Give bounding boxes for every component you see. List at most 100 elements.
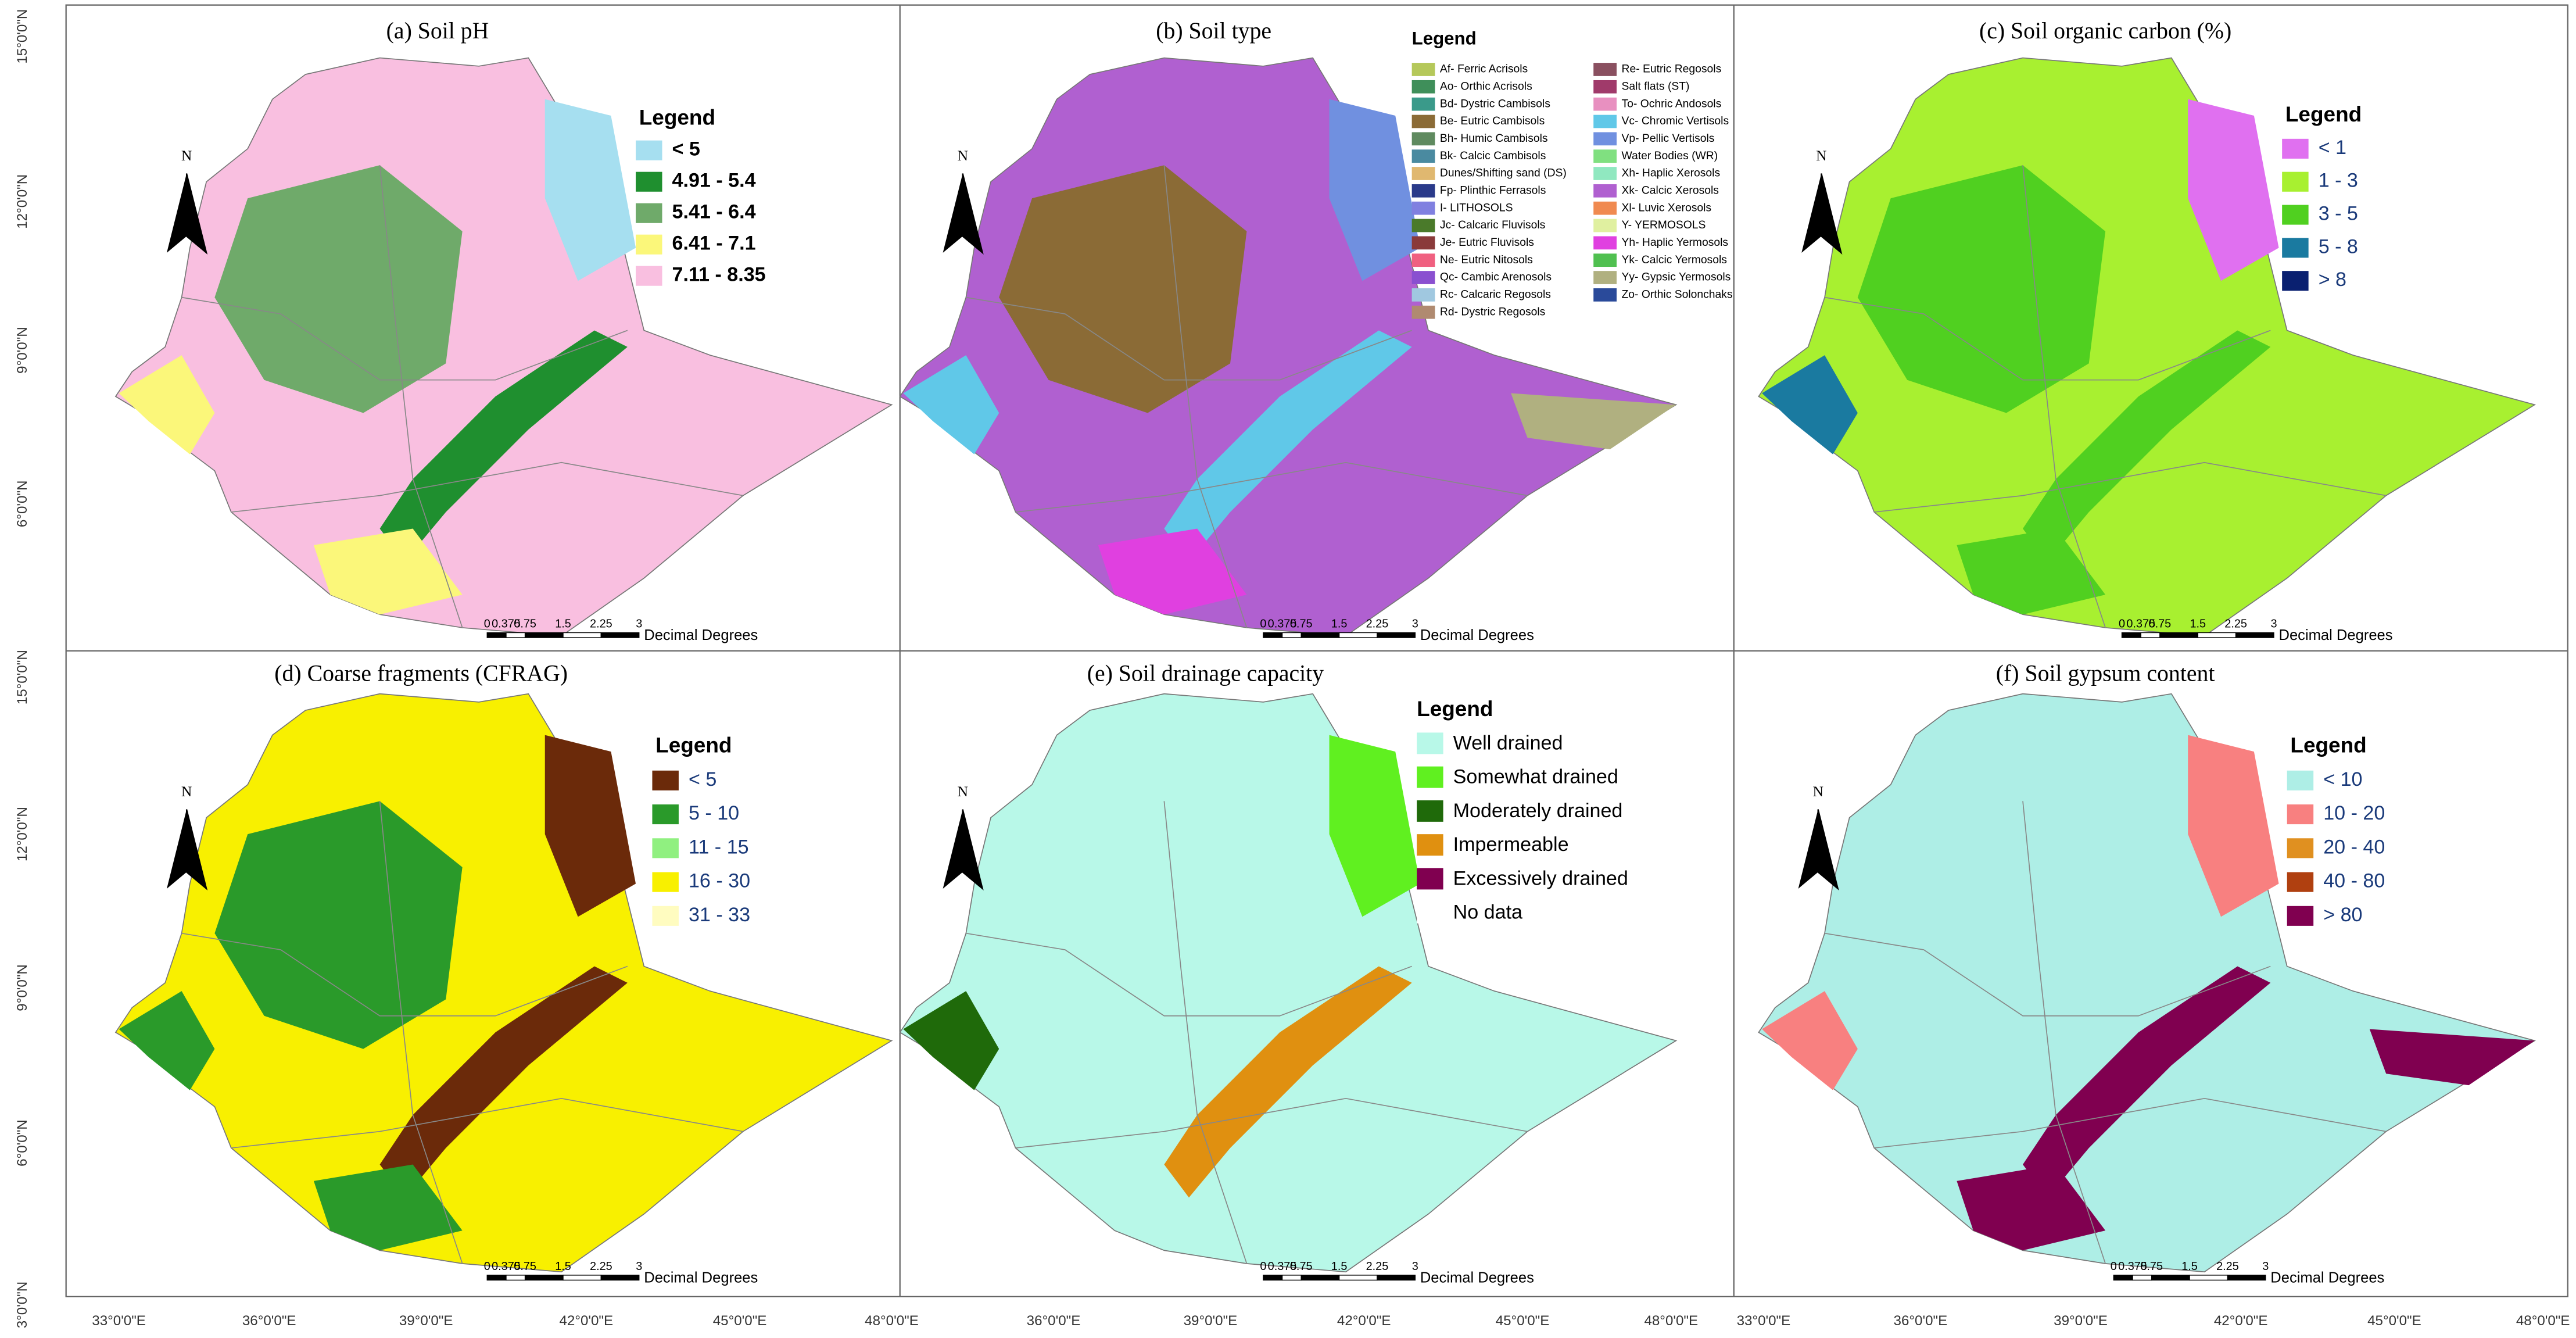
legend-label: Water Bodies (WR) <box>1622 150 1718 162</box>
legend-swatch <box>652 838 679 858</box>
legend-swatch <box>1593 253 1617 267</box>
legend-swatch <box>1411 115 1435 128</box>
legend-label: Xl- Luvic Xerosols <box>1622 202 1712 214</box>
scale-segment <box>486 632 507 638</box>
region-border <box>181 296 628 381</box>
legend-swatch <box>1593 219 1617 232</box>
scale-segment <box>1281 1275 1302 1281</box>
north-arrow <box>167 173 187 253</box>
legend-label: Je- Eutric Fluvisols <box>1440 237 1534 249</box>
legend-label: 20 - 40 <box>2323 836 2385 858</box>
legend-swatch <box>2282 171 2309 192</box>
scale-label: 1.5 <box>555 1260 571 1273</box>
legend-swatch <box>1411 271 1435 284</box>
legend-label: Ao- Orthic Acrisols <box>1440 80 1532 92</box>
soil-zone <box>119 355 215 455</box>
scale-segment <box>1377 632 1416 638</box>
map <box>114 693 893 1273</box>
north-arrow <box>962 809 984 891</box>
north-arrow <box>962 173 984 255</box>
scale-label: 1.5 <box>1331 1260 1348 1273</box>
north-label: N <box>957 783 968 800</box>
panel-title: (b) Soil type <box>1156 18 1271 44</box>
soil-zone <box>544 735 636 917</box>
region-border <box>1015 461 1528 513</box>
longitude-label: 33°0'0"E <box>92 1313 146 1329</box>
scale-segment <box>486 1275 507 1281</box>
scale-unit: Decimal Degrees <box>2279 627 2393 643</box>
legend-label: Yk- Calcic Yermosols <box>1622 254 1727 266</box>
scale-label: 0.75 <box>514 1260 536 1273</box>
region-border <box>1824 296 2271 381</box>
panel-title: (f) Soil gypsum content <box>1996 660 2215 686</box>
legend-swatch <box>1411 63 1435 76</box>
north-label: N <box>1816 147 1826 164</box>
latitude-label: 12°0'0"N <box>15 174 30 229</box>
scale-segment <box>2113 1275 2133 1281</box>
soil-zone <box>1164 966 1412 1198</box>
north-label: N <box>181 783 192 800</box>
latitude-label: 3°0'0"N <box>15 1282 30 1329</box>
scale-segment <box>1377 1275 1416 1281</box>
legend-swatch <box>2287 838 2314 858</box>
scale-label: 3 <box>1412 1260 1418 1273</box>
legend-swatch <box>636 266 662 286</box>
scale-label: 3 <box>1412 618 1418 631</box>
scale-label: 0.75 <box>2149 618 2172 631</box>
legend-label: 5 - 8 <box>2319 235 2358 257</box>
legend-swatch <box>1411 219 1435 232</box>
legend-label: < 5 <box>689 768 716 790</box>
legend-swatch <box>1417 834 1443 856</box>
legend-label: Zo- Orthic Solonchaks <box>1622 288 1733 300</box>
scale-label: 0.375 <box>492 618 521 631</box>
scale-unit: Decimal Degrees <box>2270 1269 2384 1286</box>
soil-zone <box>214 165 463 413</box>
panel-title: (c) Soil organic carbon (%) <box>1979 18 2231 44</box>
scale-label: 0.75 <box>1290 1260 1313 1273</box>
scale-segment <box>1338 1275 1378 1281</box>
map <box>1758 57 2536 637</box>
panel-title: (e) Soil drainage capacity <box>1087 660 1324 686</box>
soil-zone <box>379 966 628 1198</box>
legend-label: Somewhat drained <box>1453 766 1618 788</box>
legend-label: Well drained <box>1453 732 1563 754</box>
legend-label: Impermeable <box>1453 833 1569 856</box>
scale-label: 3 <box>2270 618 2277 631</box>
legend: Legend Well drained Somewhat drained Modera… <box>1417 697 1628 924</box>
scale-segment <box>506 1275 526 1281</box>
scale-label: 2.25 <box>2224 618 2247 631</box>
legend-swatch <box>1593 288 1617 302</box>
legend-swatch <box>1411 201 1435 215</box>
legend: Legend Af- Ferric Acrisols Ao- Orthic Acri… <box>1411 28 1733 319</box>
scale-segment <box>2189 1275 2229 1281</box>
legend-swatch <box>2287 906 2314 926</box>
legend-title: Legend <box>1417 697 1493 721</box>
latitude-label: 15°0'0"N <box>15 650 30 704</box>
longitude-label: 36°0'0"E <box>242 1313 296 1329</box>
legend-swatch <box>2282 271 2309 291</box>
legend-swatch <box>1417 868 1443 890</box>
map <box>899 57 1678 637</box>
soil-zone <box>544 99 636 281</box>
legend: Legend < 10 10 - 20 20 - 40 40 - 80 > 80 <box>2287 733 2385 926</box>
soil-zone <box>1511 393 1676 450</box>
scale-label: 0.75 <box>1290 618 1313 631</box>
longitude-label: 48°0'0"E <box>1644 1313 1698 1329</box>
legend-label: Xh- Haplic Xerosols <box>1622 167 1721 180</box>
north-arrow <box>185 173 208 255</box>
north-label: N <box>1812 783 1823 800</box>
legend-label: Af- Ferric Acrisols <box>1440 63 1528 76</box>
soil-zone <box>1329 99 1420 281</box>
scale-segment <box>2121 632 2141 638</box>
legend-swatch <box>2287 804 2314 825</box>
scale-segment <box>2132 1275 2152 1281</box>
longitude-label: 45°0'0"E <box>713 1313 767 1329</box>
latitude-label: 15°0'0"N <box>15 9 30 64</box>
legend-title: Legend <box>2290 733 2366 757</box>
north-arrow <box>943 173 963 253</box>
soil-zone <box>2023 966 2271 1198</box>
longitude-label: 42°0'0"E <box>559 1313 613 1329</box>
